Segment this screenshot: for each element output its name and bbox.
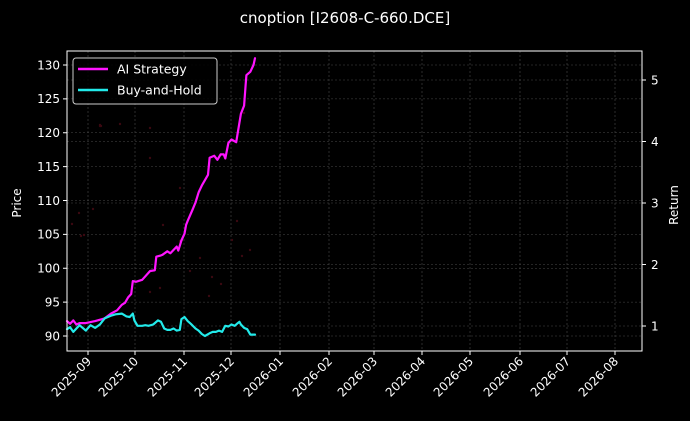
return-axis-ticks: 1 2 3 4 5	[642, 73, 659, 333]
date-axis-ticks: 2025-09 2025-10 2025-11 2025-12 2026-01 2026-…	[49, 351, 621, 400]
legend: AI Strategy Buy-and-Hold	[72, 57, 218, 105]
date-tick-label: 2026-04	[383, 354, 428, 399]
date-tick-label: 2025-09	[49, 354, 94, 399]
y-axis-label-return: Return	[667, 185, 681, 225]
price-tick-label: 115	[37, 160, 60, 174]
legend-box	[72, 57, 218, 105]
return-tick-label: 2	[651, 258, 659, 272]
legend-label-buy-and-hold: Buy-and-Hold	[117, 83, 202, 98]
price-tick-label: 125	[37, 92, 60, 106]
date-tick-label: 2026-07	[528, 354, 573, 399]
return-tick-label: 4	[651, 135, 659, 149]
date-tick-label: 2026-01	[241, 354, 286, 399]
price-tick-label: 130	[37, 58, 60, 72]
date-tick-label: 2026-05	[431, 354, 476, 399]
date-tick-label: 2026-02	[290, 354, 335, 399]
y-axis-label-price: Price	[10, 188, 24, 217]
date-tick-label: 2025-11	[145, 354, 190, 399]
series-lines	[65, 57, 257, 338]
date-tick-label: 2025-10	[96, 354, 141, 399]
series-line-ai-strategy	[65, 57, 257, 326]
price-tick-label: 120	[37, 126, 60, 140]
price-tick-label: 90	[45, 329, 60, 343]
price-tick-label: 95	[45, 295, 60, 309]
series-line-buy-and-hold	[65, 312, 257, 338]
return-tick-label: 5	[651, 73, 659, 87]
price-tick-label: 105	[37, 228, 60, 242]
chart-title: cnoption [I2608-C-660.DCE]	[239, 9, 451, 27]
date-tick-label: 2026-03	[335, 354, 380, 399]
date-tick-label: 2026-08	[576, 354, 621, 399]
price-axis-ticks: 90 95 100 105 110 115 120 125 130	[37, 58, 67, 343]
return-tick-label: 3	[651, 196, 659, 210]
price-tick-label: 100	[37, 262, 60, 276]
price-tick-label: 110	[37, 194, 60, 208]
legend-label-ai-strategy: AI Strategy	[117, 62, 187, 77]
date-tick-label: 2025-12	[192, 354, 237, 399]
date-tick-label: 2026-06	[481, 354, 526, 399]
grid-lines	[67, 51, 642, 351]
faint-scatter-markers	[70, 111, 252, 298]
return-tick-label: 1	[651, 319, 659, 333]
